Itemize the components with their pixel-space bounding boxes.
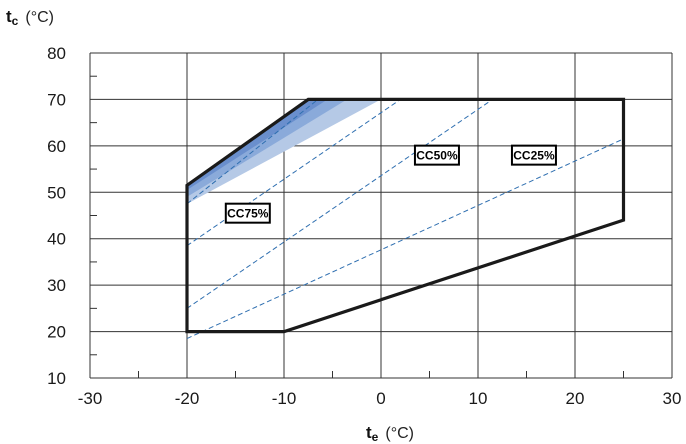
- y-tick-label: 20: [47, 323, 66, 342]
- x-tick-label: -30: [78, 389, 103, 408]
- y-tick-label: 10: [47, 369, 66, 388]
- envelope: [185, 97, 626, 334]
- y-tick-label: 40: [47, 230, 66, 249]
- capacity-label-text: CC50%: [416, 149, 458, 163]
- capacity-line: [186, 99, 493, 309]
- shaded-region: [187, 99, 348, 197]
- envelope-outline: [185, 97, 626, 334]
- capacity-label: CC50%: [413, 144, 460, 166]
- capacity-label-box: [413, 144, 460, 166]
- x-tick-label: 30: [663, 389, 682, 408]
- capacity-line: [186, 99, 401, 247]
- x-tick-label: -20: [175, 389, 200, 408]
- tick-labels: -30 -20 -10 0 10 20 30 10 20 30 40 50 60 70 80: [47, 44, 681, 408]
- shaded-region: [187, 99, 381, 204]
- x-axis-unit: (°C): [385, 425, 414, 442]
- capacity-label: CC75%: [224, 202, 271, 224]
- y-axis-label: tc (°C): [6, 7, 54, 28]
- shaded-region: [187, 99, 328, 190]
- grid: [89, 52, 673, 379]
- y-tick-label: 60: [47, 137, 66, 156]
- y-axis-subscript: c: [12, 14, 19, 28]
- capacity-label-box: [224, 202, 271, 224]
- y-axis-symbol: t: [6, 7, 12, 26]
- y-tick-label: 80: [47, 44, 66, 63]
- y-tick-label: 50: [47, 183, 66, 202]
- x-tick-label: 10: [469, 389, 488, 408]
- x-tick-label: 0: [376, 389, 385, 408]
- y-axis-unit: (°C): [25, 9, 54, 26]
- capacity-label: CC25%: [510, 144, 557, 166]
- capacity-lines: [186, 99, 624, 339]
- x-axis-label: te (°C): [366, 423, 414, 444]
- capacity-label-text: CC25%: [513, 149, 555, 163]
- capacity-label-box: [510, 144, 557, 166]
- y-tick-label: 30: [47, 276, 66, 295]
- x-tick-label: -10: [272, 389, 297, 408]
- capacity-labels: CC75% CC50% CC25%: [224, 144, 557, 224]
- y-tick-label: 70: [47, 90, 66, 109]
- x-axis-subscript: e: [372, 430, 379, 444]
- x-axis-symbol: t: [366, 423, 372, 442]
- capacity-label-text: CC75%: [227, 207, 269, 221]
- capacity-line: [186, 99, 319, 205]
- x-tick-label: 20: [566, 389, 585, 408]
